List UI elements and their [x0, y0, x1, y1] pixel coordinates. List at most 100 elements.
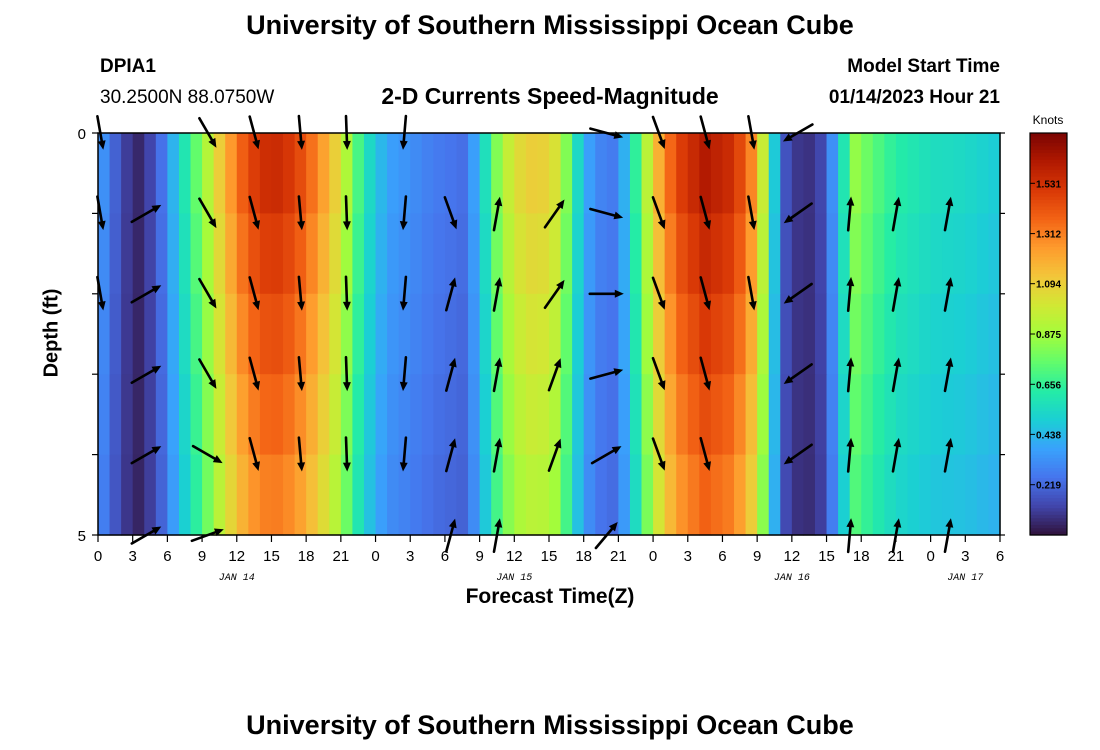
colorbar: Knots 1.531 1.312 1.094 0.875 0.656 0.438 0.21… — [1029, 113, 1068, 536]
current-arrow — [198, 358, 217, 389]
heatmap-cell — [838, 133, 851, 214]
colorbar-tick-label: 1.312 — [1036, 230, 1061, 241]
colorbar-segment — [1030, 501, 1067, 506]
colorbar-segment — [1030, 226, 1067, 231]
heatmap-cell — [283, 133, 296, 214]
heatmap-cell — [895, 454, 909, 536]
heatmap-cell — [421, 454, 434, 536]
heatmap-cell — [583, 293, 596, 375]
heatmap-cell — [444, 133, 458, 214]
heatmap-cell — [942, 293, 955, 375]
current-arrow — [651, 115, 666, 149]
current-arrow — [588, 289, 624, 298]
heatmap-cell — [838, 454, 851, 536]
heatmap-cell — [433, 213, 446, 295]
colorbar-segment — [1030, 374, 1067, 379]
colorbar-segment — [1030, 179, 1067, 184]
heatmap-cell — [745, 133, 758, 214]
heatmap-cell — [421, 133, 434, 214]
heatmap-cell — [537, 293, 550, 375]
heatmap-cell — [271, 133, 284, 214]
heatmap-cell — [537, 454, 550, 536]
heatmap-cell — [653, 374, 666, 456]
colorbar-tick-label: 0.656 — [1036, 380, 1061, 391]
colorbar-segment — [1030, 401, 1067, 405]
heatmap-cell — [363, 374, 377, 456]
current-arrow — [198, 277, 217, 309]
heatmap-cell — [236, 133, 249, 214]
heatmap-cell — [953, 454, 966, 536]
colorbar-tick-label: 1.531 — [1036, 179, 1061, 190]
heatmap-cell — [236, 293, 249, 375]
heatmap-cell — [965, 454, 978, 536]
heatmap-cell — [502, 374, 515, 456]
heatmap-cell — [132, 293, 145, 375]
heatmap-cell — [618, 293, 631, 375]
heatmap-cell — [710, 454, 724, 536]
colorbar-segment — [1030, 216, 1067, 221]
colorbar-segment — [1030, 166, 1067, 171]
heatmap-cell — [676, 374, 689, 456]
heatmap-cell — [468, 374, 481, 456]
colorbar-segment — [1030, 287, 1067, 292]
heatmap-cell — [826, 374, 839, 456]
heatmap-cell — [988, 374, 1001, 456]
heatmap-cell — [375, 454, 388, 536]
current-arrow — [342, 114, 351, 150]
heatmap-cell — [479, 374, 492, 456]
colorbar-segment — [1030, 511, 1067, 516]
heatmap-cell — [167, 454, 180, 536]
current-arrow — [747, 275, 757, 311]
heatmap-cell — [629, 454, 643, 536]
colorbar-segment — [1030, 347, 1067, 352]
heatmap-cell — [213, 213, 226, 295]
heatmap-cell — [387, 454, 400, 536]
heatmap-cell — [491, 133, 504, 214]
heatmap-cell — [109, 133, 122, 214]
current-arrow — [846, 276, 855, 313]
colorbar-segment — [1030, 243, 1067, 248]
heatmap-cell — [791, 293, 805, 375]
colorbar-segment — [1030, 263, 1067, 268]
x-tick-label: 21 — [888, 548, 905, 565]
heatmap-cell — [213, 133, 226, 214]
colorbar-segment — [1030, 461, 1067, 466]
heatmap-cell — [433, 293, 446, 375]
heatmap-cell — [375, 133, 388, 214]
heatmap-cell — [572, 133, 585, 214]
current-arrow — [130, 526, 162, 545]
colorbar-segment — [1030, 431, 1067, 436]
heatmap-cell — [306, 454, 319, 536]
heatmap-cell — [479, 293, 492, 375]
heatmap-cell — [722, 454, 735, 536]
heatmap-cell — [410, 133, 423, 214]
colorbar-segment — [1030, 327, 1067, 332]
heatmap-cell — [953, 213, 966, 295]
current-arrow — [589, 207, 624, 220]
colorbar-segment — [1030, 437, 1067, 442]
heatmap-cell — [283, 374, 296, 456]
current-arrow — [783, 282, 813, 304]
colorbar-segment — [1030, 514, 1067, 519]
heatmap-cell — [202, 454, 215, 536]
heatmap-cell — [202, 133, 215, 214]
heatmap-cell — [317, 133, 330, 214]
heatmap-cell — [271, 454, 284, 536]
current-arrows — [96, 114, 954, 554]
colorbar-segment — [1030, 488, 1067, 493]
heatmap-cell — [352, 133, 365, 214]
heatmap-cell — [502, 293, 515, 375]
colorbar-segment — [1030, 370, 1067, 375]
heatmap-cell — [433, 454, 446, 536]
heatmap-cell — [375, 213, 388, 295]
current-arrow — [297, 195, 306, 231]
heatmap-cell — [479, 133, 492, 214]
current-arrow — [342, 355, 351, 392]
heatmap-cell — [942, 454, 955, 536]
y-axis-title: Depth (ft) — [40, 288, 63, 378]
current-arrow — [543, 199, 565, 229]
heatmap-cell — [514, 374, 527, 456]
current-arrow — [651, 356, 666, 391]
colorbar-segment — [1030, 210, 1067, 214]
colorbar-segment — [1030, 303, 1067, 308]
